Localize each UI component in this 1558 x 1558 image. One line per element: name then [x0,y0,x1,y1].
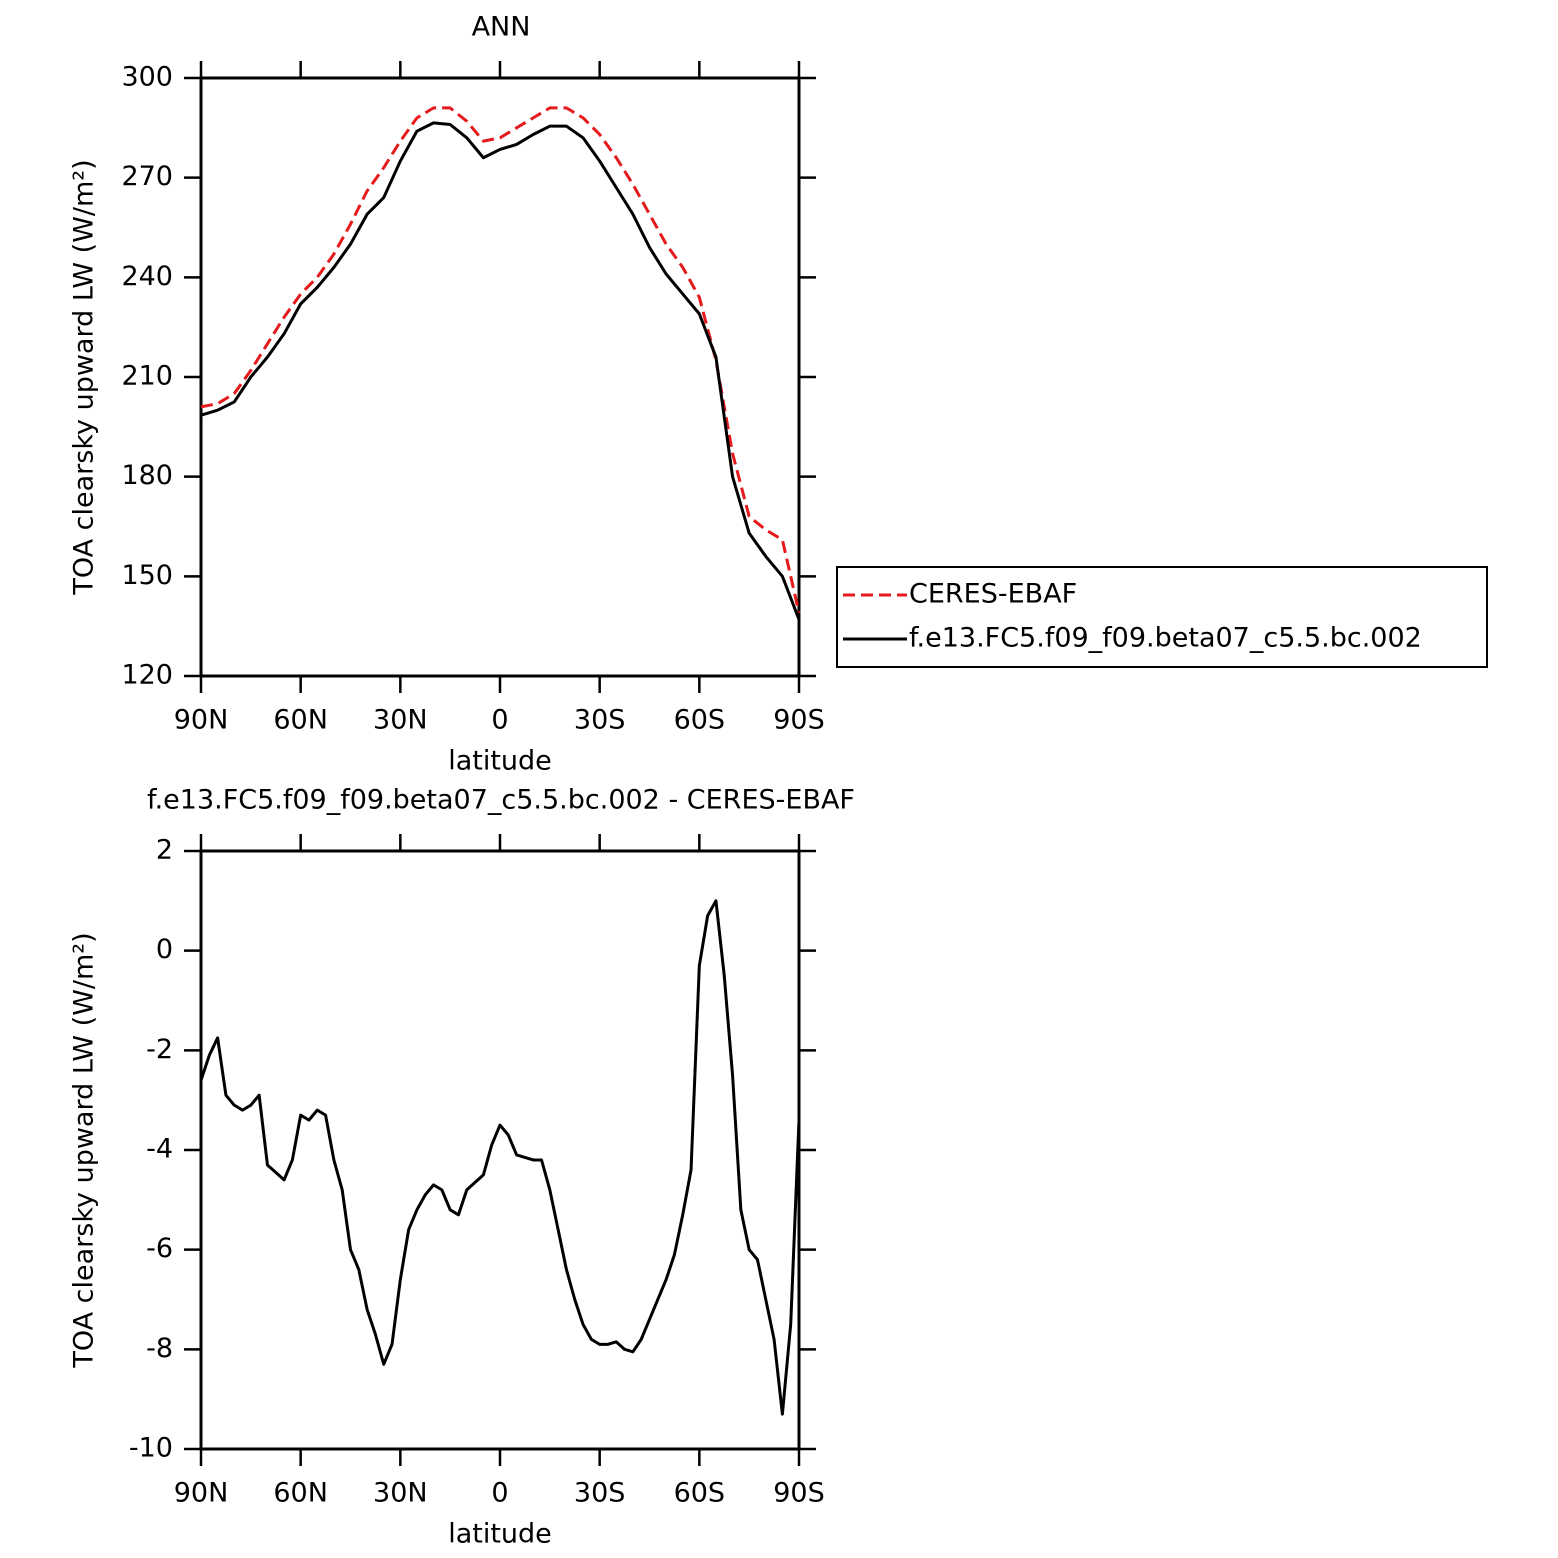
y-tick-label: 120 [121,660,173,691]
legend-label: CERES-EBAF [909,579,1077,610]
x-tick-label: 60S [674,705,726,736]
x-tick-label: 30N [373,705,428,736]
plot-frame [199,849,801,1451]
y-tick-label: 150 [121,560,173,591]
x-tick-label: 90S [773,1478,825,1509]
x-tick-label: 0 [491,1478,508,1509]
legend-label: f.e13.FC5.f09_f09.beta07_c5.5.bc.002 [909,623,1422,654]
x-tick-label: 30S [574,1478,626,1509]
y-tick-label: 210 [121,361,173,392]
x-tick-label: 90N [174,705,229,736]
x-axis-label: latitude [448,1519,552,1550]
y-tick-label: -2 [146,1034,173,1065]
x-tick-label: 30N [373,1478,428,1509]
y-axis-label: TOA clearsky upward LW (W/m²) [69,159,100,595]
chart-title: f.e13.FC5.f09_f09.beta07_c5.5.bc.002 - C… [147,785,855,816]
y-tick-label: 270 [121,161,173,192]
y-tick-label: 2 [156,835,173,866]
y-tick-label: -4 [146,1134,173,1165]
y-tick-label: 0 [156,934,173,965]
data-line [200,121,801,621]
x-tick-label: 60N [273,1478,328,1509]
y-tick-label: 180 [121,460,173,491]
y-tick-label: -6 [146,1233,173,1264]
legend: CERES-EBAF f.e13.FC5.f09_f09.beta07_c5.5.… [836,566,1488,668]
x-tick-label: 30S [574,705,626,736]
x-tick-label: 0 [491,705,508,736]
plot-frame [199,76,801,678]
x-tick-label: 60N [273,705,328,736]
x-tick-label: 90N [174,1478,229,1509]
legend-frame [836,566,1488,668]
x-axis-label: latitude [448,746,552,777]
y-tick-label: 300 [121,62,173,93]
data-line [199,899,801,1416]
y-axis-label: TOA clearsky upward LW (W/m²) [69,932,100,1368]
x-tick-label: 60S [674,1478,726,1509]
x-tick-label: 90S [773,705,825,736]
y-tick-label: 240 [121,261,173,292]
chart-title: ANN [472,12,531,43]
data-line [200,106,801,614]
y-tick-label: -8 [146,1333,173,1364]
y-tick-label: -10 [129,1433,173,1464]
